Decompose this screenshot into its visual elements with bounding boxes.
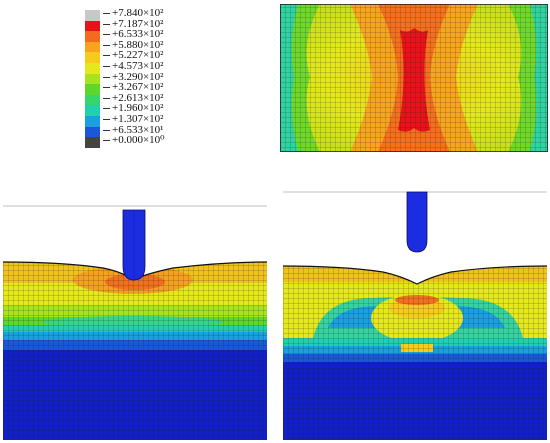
legend-label: +6.533×10²: [112, 28, 164, 41]
legend-label: +6.533×10¹: [112, 123, 164, 136]
top-view-contour-panel: [280, 2, 548, 154]
legend-tick: [103, 140, 110, 142]
legend-swatch: [85, 126, 100, 138]
legend-tick: [103, 23, 110, 25]
legend-swatch: [85, 41, 100, 53]
legend-swatch: [85, 94, 100, 106]
legend-swatch: [85, 84, 100, 95]
legend-label: +5.880×10²: [112, 38, 164, 51]
section-view-right: [283, 191, 547, 440]
legend-swatch: [85, 31, 100, 42]
legend-swatch: [85, 63, 100, 74]
legend-tick: [103, 108, 110, 110]
legend-swatch: [85, 20, 100, 32]
legend-label: +7.187×10²: [112, 17, 164, 30]
legend-tick: [103, 66, 110, 67]
legend-tick: [103, 55, 110, 57]
legend-tick: [103, 76, 110, 78]
legend-label: +1.960×10²: [112, 102, 164, 115]
legend-label: +3.267×10²: [112, 81, 164, 94]
legend-tick: [103, 44, 110, 46]
legend-swatch: [85, 137, 100, 148]
legend-label: +7.840×10²: [112, 7, 164, 19]
section-view-left: [3, 205, 267, 440]
legend-swatch: [85, 52, 100, 63]
top-view-contour: [280, 4, 548, 152]
legend-tick: [103, 87, 110, 89]
legend-tick: [103, 34, 110, 36]
legend-label: +0.000×10⁰: [112, 134, 165, 147]
legend-label: +5.227×10²: [112, 49, 164, 62]
section-view-left-panel: [3, 200, 267, 440]
legend-tick: [103, 13, 110, 14]
legend-label: +2.613×10²: [112, 91, 164, 104]
deformed-surface-right: [283, 265, 547, 285]
top-view-mesh: [280, 4, 548, 152]
legend-swatch: [85, 10, 100, 21]
legend-label: +3.290×10²: [112, 70, 164, 83]
legend-label: +1.307×10²: [112, 113, 164, 125]
section-view-right-panel: [283, 188, 547, 440]
legend-swatch: [85, 116, 100, 127]
legend-swatch: [85, 105, 100, 116]
legend-tick: [103, 129, 110, 131]
top-view-border: [280, 4, 548, 152]
contour-legend: +7.840×10² +7.187×10² +6.533×10² +5.880×10²…: [0, 0, 200, 160]
legend-tick: [103, 119, 110, 120]
indenter-right: [406, 191, 428, 253]
legend-label: +4.573×10²: [112, 60, 164, 72]
legend-tick: [103, 97, 110, 99]
legend-swatch: [85, 73, 100, 85]
